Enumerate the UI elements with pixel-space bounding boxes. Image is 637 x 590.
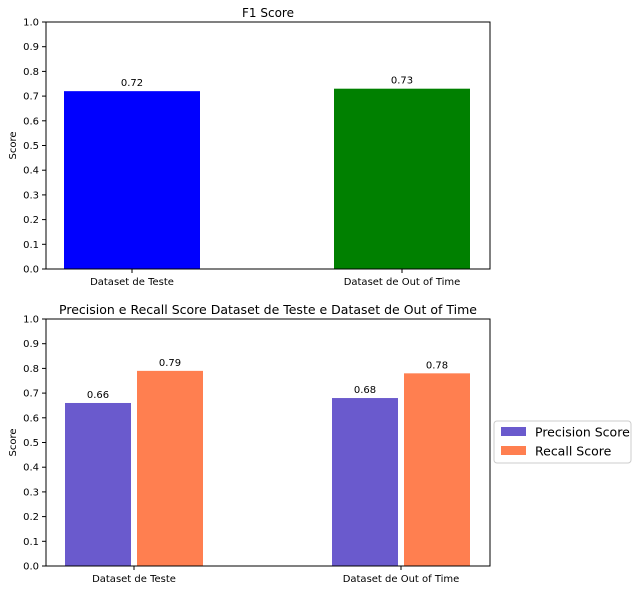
plot-frame bbox=[45, 21, 491, 270]
y-axis-label: Score bbox=[8, 131, 19, 159]
x-tick-label: Dataset de Teste bbox=[92, 574, 176, 585]
y-tick-label: 0.1 bbox=[23, 537, 39, 548]
x-tick-label: Dataset de Out of Time bbox=[344, 277, 461, 288]
precision-recall-chart: Precision e Recall Score Dataset de Test… bbox=[8, 302, 491, 585]
y-axis-label: Score bbox=[8, 428, 19, 456]
y-tick-label: 0.2 bbox=[23, 215, 39, 226]
legend-box bbox=[493, 420, 632, 464]
bar bbox=[334, 88, 470, 269]
y-tick-label: 1.0 bbox=[23, 315, 39, 326]
chart-title: F1 Score bbox=[242, 6, 294, 20]
f1-score-chart: F1 Score 0.0 0.1 0.2 0.3 0.4 0.5 0.6 0.7 0.8 0.9 1.… bbox=[8, 6, 491, 288]
bar bbox=[65, 402, 131, 566]
chart-title: Precision e Recall Score Dataset de Test… bbox=[59, 302, 477, 317]
legend-swatch bbox=[501, 446, 526, 455]
data-label: 0.68 bbox=[354, 385, 376, 396]
legend: Precision Score Recall Score bbox=[493, 420, 632, 464]
y-tick-label: 0.6 bbox=[23, 116, 39, 127]
y-tick-label: 0.5 bbox=[23, 438, 39, 449]
y-tick-label: 0.7 bbox=[23, 92, 39, 103]
y-tick-label: 0.9 bbox=[23, 42, 39, 53]
y-tick-label: 0.4 bbox=[23, 463, 39, 474]
y-tick-label: 0.6 bbox=[23, 413, 39, 424]
legend-label: Recall Score bbox=[535, 444, 612, 459]
y-tick-label: 0.1 bbox=[23, 240, 39, 251]
y-tick-label: 0.8 bbox=[23, 364, 39, 375]
x-tick-label: Dataset de Teste bbox=[90, 277, 174, 288]
bar bbox=[404, 373, 470, 566]
y-tick-label: 0.2 bbox=[23, 512, 39, 523]
y-tick-label: 0.0 bbox=[23, 265, 39, 276]
bar bbox=[64, 91, 200, 269]
data-label: 0.73 bbox=[391, 76, 413, 87]
data-label: 0.79 bbox=[159, 358, 181, 369]
y-tick-label: 0.3 bbox=[23, 487, 39, 498]
data-label: 0.72 bbox=[121, 78, 143, 89]
data-label: 0.78 bbox=[426, 360, 448, 371]
y-tick-label: 1.0 bbox=[23, 18, 39, 29]
y-tick-label: 0.8 bbox=[23, 67, 39, 78]
y-tick-label: 0.4 bbox=[23, 166, 39, 177]
legend-label: Precision Score bbox=[535, 425, 630, 440]
y-tick-label: 0.9 bbox=[23, 339, 39, 350]
y-tick-label: 0.0 bbox=[23, 562, 39, 573]
x-tick-label: Dataset de Out of Time bbox=[343, 574, 460, 585]
legend-swatch bbox=[501, 427, 526, 436]
bar bbox=[332, 398, 398, 566]
y-tick-label: 0.3 bbox=[23, 190, 39, 201]
bar bbox=[137, 370, 203, 566]
data-label: 0.66 bbox=[87, 390, 109, 401]
y-tick-label: 0.7 bbox=[23, 389, 39, 400]
plot-frame bbox=[45, 318, 491, 567]
y-tick-label: 0.5 bbox=[23, 141, 39, 152]
